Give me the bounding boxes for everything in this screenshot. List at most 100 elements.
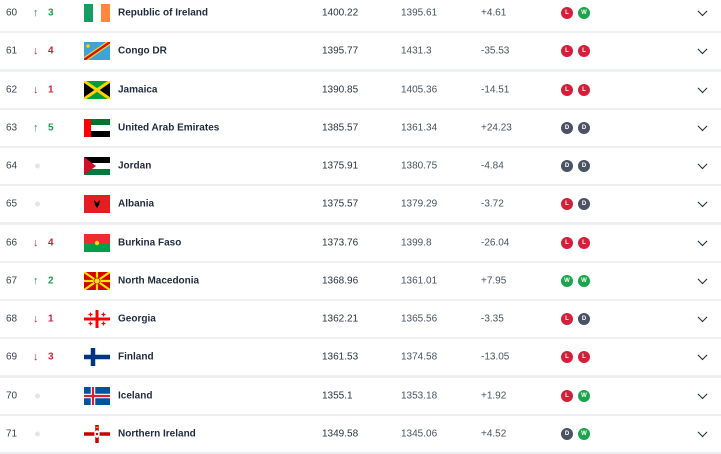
- result-badge: L: [561, 351, 573, 364]
- previous-points: 1353.18: [401, 390, 438, 402]
- result-badge: L: [578, 236, 590, 249]
- country-name[interactable]: Iceland: [118, 390, 153, 402]
- chevron-down-icon[interactable]: [697, 274, 708, 285]
- result-badge: D: [561, 427, 573, 440]
- country-name[interactable]: Congo DR: [118, 45, 167, 57]
- table-row[interactable]: 63 ↑ 5 United Arab Emirates 1385.57 1361.34 +2…: [0, 109, 721, 146]
- country-name[interactable]: Finland: [118, 351, 154, 363]
- rank-change: 4: [48, 237, 54, 249]
- previous-points: 1379.29: [401, 198, 438, 210]
- table-row[interactable]: 60 ↑ 3 Republic of Ireland 1400.22 1395.61 +4.…: [0, 0, 721, 31]
- flag-north-macedonia-icon: [84, 271, 110, 290]
- rank: 62: [6, 84, 18, 96]
- chevron-down-icon[interactable]: [697, 159, 708, 170]
- country-name[interactable]: Georgia: [118, 313, 156, 325]
- flag-jamaica-icon: [84, 80, 110, 99]
- no-change-dot-icon: [35, 201, 40, 207]
- result-badge: W: [578, 427, 590, 440]
- chevron-down-icon[interactable]: [697, 427, 708, 438]
- chevron-down-icon[interactable]: [697, 235, 708, 246]
- arrow-down-icon: ↓: [33, 351, 39, 364]
- points-difference: +4.61: [481, 7, 507, 19]
- table-row[interactable]: 65 Albania 1375.57 1379.29 -3.72 L D: [0, 186, 721, 223]
- flag-uae-icon: [84, 118, 110, 137]
- result-badge: D: [578, 160, 590, 173]
- chevron-down-icon[interactable]: [697, 350, 708, 361]
- flag-congo-dr-icon: [84, 42, 110, 61]
- points-difference: +7.95: [481, 275, 507, 287]
- flag-albania-icon: [84, 195, 110, 214]
- country-name[interactable]: Republic of Ireland: [118, 7, 209, 19]
- rank-change: 5: [48, 122, 54, 134]
- arrow-down-icon: ↓: [33, 313, 39, 326]
- table-row[interactable]: 62 ↓ 1 Jamaica 1390.85 1405.36 -14.51 L L: [0, 71, 721, 108]
- table-row[interactable]: 66 ↓ 4 Burkina Faso 1373.76 1399.8 -26.04 L L: [0, 224, 721, 261]
- result-badge: L: [561, 389, 573, 402]
- rank: 66: [6, 237, 18, 249]
- rank: 61: [6, 45, 18, 57]
- result-badge: D: [561, 121, 573, 134]
- rank-change: 1: [48, 84, 54, 96]
- table-row[interactable]: 64 Jordan 1375.91 1380.75 -4.84 D D: [0, 148, 721, 185]
- arrow-down-icon: ↓: [33, 45, 39, 58]
- flag-finland-icon: [84, 348, 110, 367]
- result-badge: L: [561, 236, 573, 249]
- arrow-down-icon: ↓: [33, 83, 39, 96]
- rank-change: 3: [48, 7, 54, 19]
- rank-change: 1: [48, 313, 54, 325]
- table-row[interactable]: 69 ↓ 3 Finland 1361.53 1374.58 -13.05 L L: [0, 339, 721, 376]
- country-name[interactable]: Burkina Faso: [118, 237, 182, 249]
- result-badge: L: [578, 45, 590, 58]
- country-name[interactable]: Jordan: [118, 160, 152, 172]
- table-row[interactable]: 68 ↓ 1 Georgia 1362.21 1365.56 -3.35 L D: [0, 301, 721, 338]
- country-name[interactable]: Northern Ireland: [118, 428, 196, 440]
- table-row[interactable]: 67 ↑ 2 North Macedonia 1368.96 1361.01 +7.95 W W: [0, 262, 721, 299]
- previous-points: 1431.3: [401, 45, 432, 57]
- points-difference: -3.35: [481, 313, 504, 325]
- result-badge: D: [578, 313, 590, 326]
- chevron-down-icon[interactable]: [697, 44, 708, 55]
- points-difference: -14.51: [481, 84, 510, 96]
- total-points: 1349.58: [322, 428, 359, 440]
- flag-jordan-icon: [84, 157, 110, 176]
- flag-ireland-icon: [84, 4, 110, 22]
- country-name[interactable]: Jamaica: [118, 84, 158, 96]
- total-points: 1375.57: [322, 198, 359, 210]
- flag-georgia-icon: [84, 310, 110, 329]
- chevron-down-icon[interactable]: [697, 82, 708, 93]
- chevron-down-icon[interactable]: [697, 197, 708, 208]
- chevron-down-icon[interactable]: [697, 388, 708, 399]
- result-badge: D: [578, 198, 590, 211]
- previous-points: 1395.61: [401, 7, 438, 19]
- no-change-dot-icon: [35, 163, 40, 169]
- arrow-up-icon: ↑: [33, 121, 39, 134]
- chevron-down-icon[interactable]: [697, 312, 708, 323]
- previous-points: 1345.06: [401, 428, 438, 440]
- result-badge: L: [561, 7, 573, 19]
- table-row[interactable]: 61 ↓ 4 Congo DR 1395.77 1431.3 -35.53 L L: [0, 33, 721, 70]
- result-badge: W: [578, 7, 590, 19]
- chevron-down-icon[interactable]: [697, 121, 708, 131]
- table-row[interactable]: 71 Northern Ireland 1349.58 1345.06 +4.52 D W: [0, 415, 721, 452]
- points-difference: +4.52: [481, 428, 507, 440]
- chevron-down-icon[interactable]: [697, 6, 708, 17]
- total-points: 1362.21: [322, 313, 359, 325]
- flag-burkina-faso-icon: [84, 233, 110, 252]
- result-badge: W: [578, 274, 590, 287]
- table-row[interactable]: 70 Iceland 1355.1 1353.18 +1.92 L W: [0, 377, 721, 414]
- country-name[interactable]: United Arab Emirates: [118, 122, 220, 134]
- country-name[interactable]: Albania: [118, 198, 155, 210]
- result-badge: W: [578, 389, 590, 402]
- result-badge: W: [561, 274, 573, 287]
- country-name[interactable]: North Macedonia: [118, 275, 200, 287]
- previous-points: 1399.8: [401, 237, 432, 249]
